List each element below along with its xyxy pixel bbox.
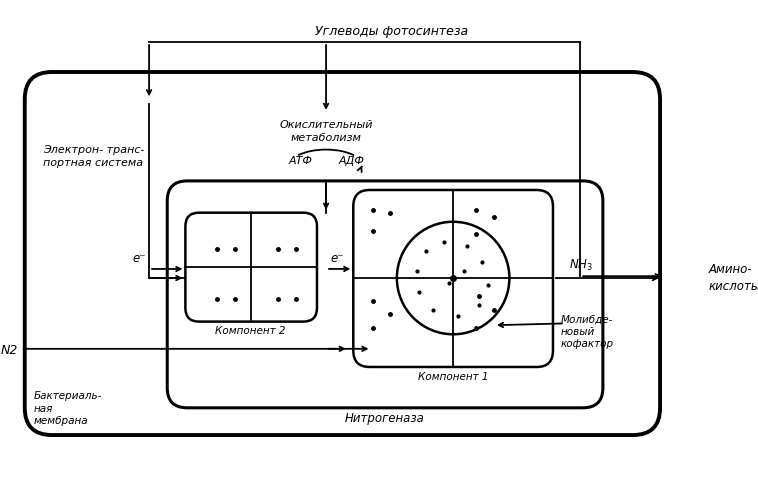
FancyBboxPatch shape — [168, 181, 603, 408]
Text: АДФ: АДФ — [339, 156, 365, 166]
Text: N2: N2 — [1, 344, 18, 357]
Text: Электрон- транс-
портная система: Электрон- транс- портная система — [43, 145, 144, 168]
Text: Молибде-
новый
кофактор: Молибде- новый кофактор — [560, 315, 613, 349]
Text: Нитрогеназа: Нитрогеназа — [345, 413, 425, 425]
Text: e⁻: e⁻ — [133, 252, 146, 265]
Text: Окислительный
метаболизм: Окислительный метаболизм — [279, 120, 373, 142]
Text: Компонент 1: Компонент 1 — [418, 371, 488, 381]
FancyBboxPatch shape — [186, 213, 317, 322]
Text: АТФ: АТФ — [289, 156, 312, 166]
FancyBboxPatch shape — [353, 190, 553, 367]
Text: Углеводы фотосинтеза: Углеводы фотосинтеза — [315, 24, 468, 37]
FancyBboxPatch shape — [25, 72, 660, 435]
Text: Амино-
кислоты: Амино- кислоты — [708, 263, 758, 293]
Text: Компонент 2: Компонент 2 — [215, 326, 286, 336]
Text: e⁻: e⁻ — [330, 252, 344, 265]
Text: Бактериаль-
ная
мембрана: Бактериаль- ная мембрана — [34, 391, 102, 426]
Text: NH$_3$: NH$_3$ — [569, 259, 594, 273]
